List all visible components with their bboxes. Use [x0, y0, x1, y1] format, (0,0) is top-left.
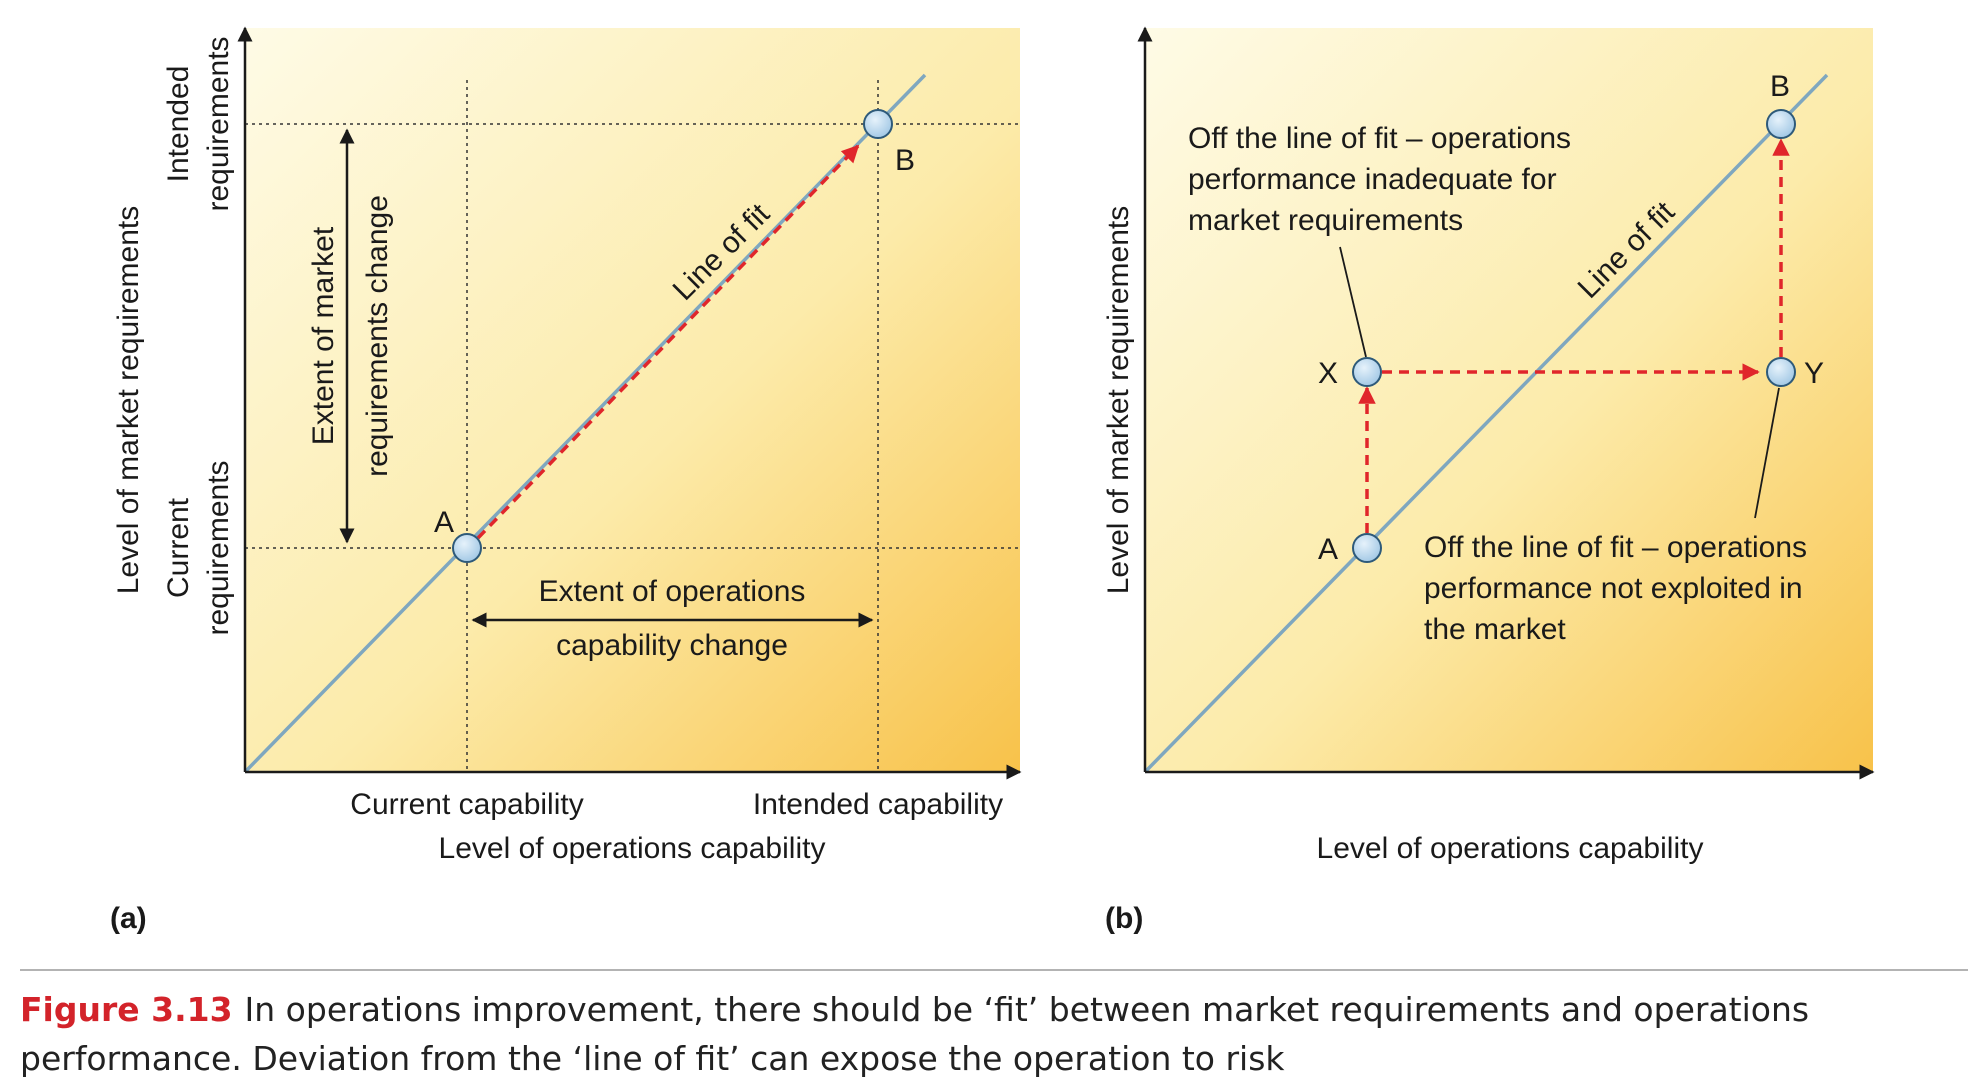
vertical-change-label-2: requirements change [361, 195, 394, 477]
leader-y [1754, 387, 1780, 519]
note-y-line-1: Off the line of fit – operations [1424, 531, 1807, 564]
panel-b: A X Y B Line of fit Off the line of fit … [1102, 26, 1875, 935]
point-b-label: B [895, 144, 915, 177]
note-x-line-3: market requirements [1188, 204, 1463, 237]
figure-caption: Figure 3.13 In operations improvement, th… [20, 985, 1970, 1083]
line-of-fit-a [243, 73, 927, 774]
y-tick-current-1: Current [162, 497, 195, 598]
note-y-line-2: performance not exploited in [1424, 572, 1803, 605]
point-y-marker [1766, 357, 1796, 387]
point-x-label: X [1318, 357, 1338, 390]
panel-b-label: (b) [1105, 902, 1143, 935]
note-x-line-2: performance inadequate for [1188, 163, 1557, 196]
note-y-line-3: the market [1424, 613, 1566, 646]
arrow-a-to-b [476, 144, 860, 540]
point-a-marker [452, 533, 482, 563]
point-a-label: A [434, 506, 454, 539]
point-b-marker [863, 109, 893, 139]
y-axis-label-b: Level of market requirements [1102, 206, 1135, 595]
point-b-b-label: B [1770, 70, 1790, 103]
x-axis-label-b: Level of operations capability [1317, 832, 1704, 865]
point-y-label: Y [1804, 357, 1824, 390]
point-a-b-marker [1352, 533, 1382, 563]
x-axis-label-a: Level of operations capability [439, 832, 826, 865]
line-of-fit-b [1143, 73, 1829, 774]
note-x-line-1: Off the line of fit – operations [1188, 122, 1571, 155]
y-tick-intended-2: requirements [202, 36, 235, 211]
leader-x [1339, 246, 1367, 358]
point-x-marker [1352, 357, 1382, 387]
y-tick-intended-1: Intended [162, 66, 195, 183]
caption-text: In operations improvement, there should … [20, 990, 1810, 1078]
panel-a-background [245, 28, 1020, 772]
x-tick-current: Current capability [350, 788, 583, 821]
point-b-b-marker [1766, 109, 1796, 139]
horizontal-change-label-2: capability change [556, 629, 788, 662]
panel-a: A B Line of fit Extent of market require… [110, 26, 1022, 935]
vertical-change-label-1: Extent of market [307, 226, 340, 445]
panel-a-label: (a) [110, 902, 147, 935]
point-a-b-label: A [1318, 533, 1338, 566]
y-tick-current-2: requirements [202, 460, 235, 635]
x-tick-intended: Intended capability [753, 788, 1003, 821]
horizontal-change-label-1: Extent of operations [539, 575, 806, 608]
figure-number: Figure 3.13 [20, 990, 233, 1029]
y-axis-label-a: Level of market requirements [112, 206, 145, 595]
